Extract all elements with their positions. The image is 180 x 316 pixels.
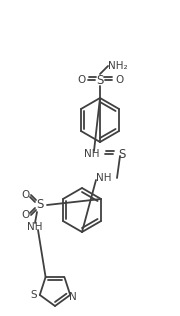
Text: S: S — [96, 74, 104, 87]
Text: O: O — [22, 190, 30, 200]
Text: N: N — [69, 292, 77, 302]
Text: NH: NH — [96, 173, 112, 183]
Text: O: O — [77, 75, 85, 85]
Text: NH₂: NH₂ — [108, 61, 128, 71]
Text: S: S — [36, 198, 44, 211]
Text: O: O — [115, 75, 123, 85]
Text: O: O — [22, 210, 30, 220]
Text: NH: NH — [27, 222, 43, 232]
Text: S: S — [118, 148, 126, 161]
Text: S: S — [30, 290, 37, 300]
Text: NH: NH — [84, 149, 100, 159]
